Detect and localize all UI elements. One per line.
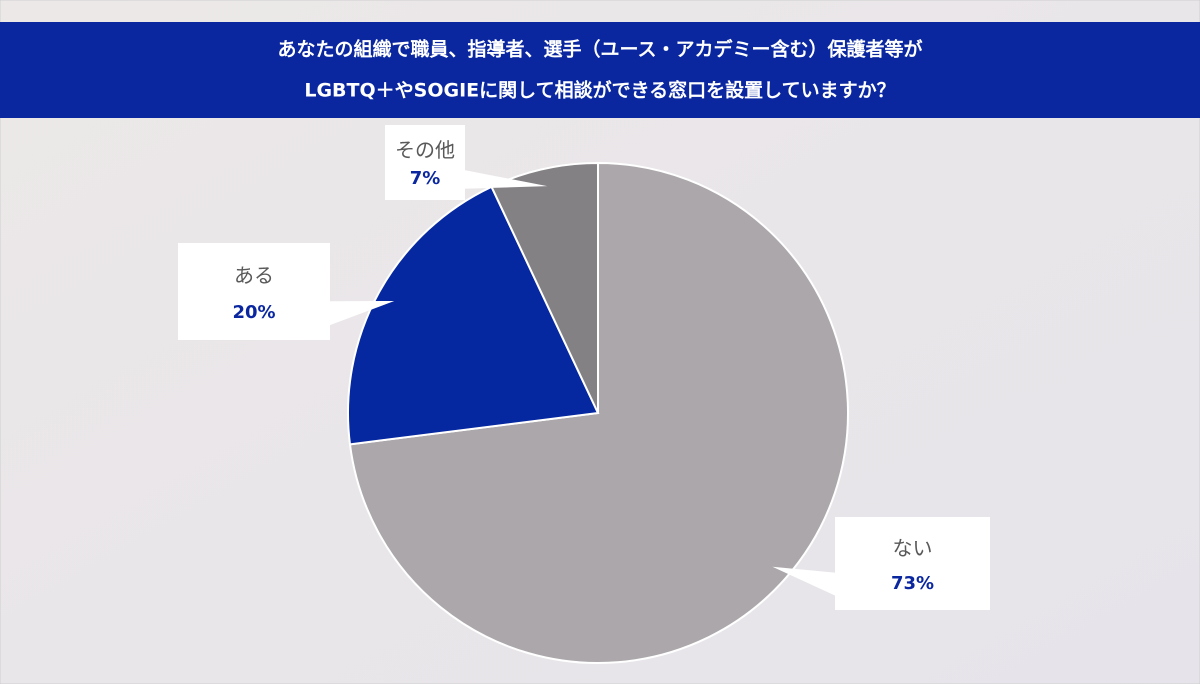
header-band (0, 22, 1200, 118)
callout-pointer (329, 300, 395, 326)
pie-slice (347, 185, 600, 446)
chart-title: LGBTQ＋やSOGIEに関して相談ができる窓口を設置していますか？ (304, 79, 895, 102)
category-label: ある (234, 263, 274, 287)
chart-title: あなたの組織で職員、指導者、選手（ユース・アカデミー含む）保護者等が (277, 38, 922, 61)
value-label: 20% (232, 302, 275, 323)
callout-box (385, 125, 465, 200)
value-label: 73% (891, 573, 934, 594)
category-label: その他 (395, 138, 455, 162)
callout-pointer (772, 566, 836, 597)
category-label: ない (893, 536, 933, 560)
callout-pointer (464, 170, 548, 189)
value-label: 7% (410, 168, 441, 189)
callout-box (835, 517, 990, 610)
callout-box (178, 243, 330, 340)
